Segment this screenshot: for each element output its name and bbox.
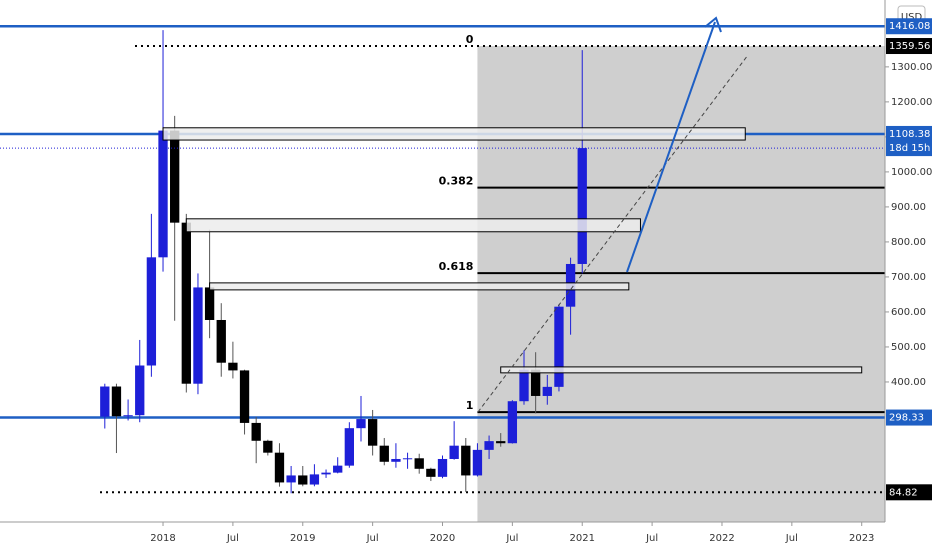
- candle-body: [216, 319, 226, 363]
- arrow-head: [704, 16, 722, 33]
- candle-body: [135, 365, 145, 416]
- price-zone: [185, 218, 641, 233]
- x-tick-label: 2020: [430, 533, 455, 544]
- candle-body: [239, 370, 250, 423]
- candle-body: [146, 257, 157, 366]
- level-label-box: [886, 38, 932, 55]
- level-label-box: [886, 484, 932, 501]
- candle-body: [496, 441, 506, 444]
- trend-line: [477, 54, 749, 413]
- y-tick-label: 600.00: [891, 307, 926, 318]
- y-tick-label: 1300.00: [891, 62, 932, 73]
- fib-label: 0.618: [439, 260, 474, 273]
- level-label: 84.82: [889, 487, 918, 498]
- level-label: 298.33: [889, 413, 924, 424]
- candle-body: [193, 287, 203, 384]
- y-tick-label: 1200.00: [891, 97, 932, 108]
- projection-arrow: [626, 21, 716, 273]
- x-tick-label: Jul: [785, 533, 798, 544]
- candle-body: [554, 306, 564, 387]
- y-tick-label: 900.00: [891, 202, 926, 213]
- plot-area: 0 0.382 0.618 1: [0, 24, 885, 523]
- candle-body: [531, 369, 541, 396]
- candle-body: [542, 386, 552, 396]
- candle-body: [507, 401, 518, 444]
- candle-body: [414, 458, 424, 469]
- y-tick-label: 500.00: [891, 342, 926, 353]
- candle-body: [472, 449, 483, 476]
- candle-body: [181, 222, 191, 384]
- candle-body: [367, 419, 378, 446]
- candle-body: [426, 468, 436, 477]
- candle-body: [123, 415, 133, 417]
- candle-body: [333, 465, 343, 473]
- fib-label: 0: [466, 33, 474, 46]
- level-label-box: [886, 18, 932, 35]
- candle-body: [274, 452, 285, 483]
- currency-label: USD: [901, 12, 923, 23]
- candle-body: [309, 474, 320, 485]
- x-tick-label: 2018: [150, 533, 175, 544]
- candle-body: [263, 440, 273, 453]
- candle-body: [251, 422, 261, 441]
- candle-body: [484, 441, 494, 450]
- candle-body: [321, 472, 331, 475]
- candle-body: [286, 475, 296, 483]
- candle-body: [356, 419, 366, 429]
- level-label-box: [886, 125, 932, 142]
- candle-body: [344, 428, 354, 466]
- fib-label: 1: [466, 399, 474, 412]
- candle-body: [577, 148, 587, 264]
- candle-body: [461, 445, 471, 476]
- x-tick-label: 2021: [570, 533, 595, 544]
- candle-body: [437, 458, 448, 477]
- x-tick-label: Jul: [366, 533, 379, 544]
- x-tick-label: 2019: [290, 533, 315, 544]
- price-zone: [209, 282, 630, 291]
- x-tick-label: Jul: [505, 533, 518, 544]
- level-label: 1416.08: [889, 21, 930, 32]
- y-tick-label: 700.00: [891, 272, 926, 283]
- y-tick-label: 400.00: [891, 377, 926, 388]
- candle-body: [204, 287, 215, 320]
- x-tick-label: Jul: [226, 533, 239, 544]
- x-tick-label: 2022: [709, 533, 734, 544]
- candle-body: [170, 130, 180, 223]
- price-zone: [162, 127, 746, 141]
- x-tick-label: Jul: [645, 533, 658, 544]
- candle-body: [228, 362, 238, 371]
- candle-body: [158, 130, 168, 258]
- candle-body: [402, 458, 413, 460]
- level-label: 1359.56: [889, 41, 930, 52]
- y-tick-label: 1000.00: [891, 167, 932, 178]
- candle-body: [449, 445, 459, 459]
- candle-body: [100, 386, 110, 417]
- countdown-label-box: [886, 140, 932, 157]
- fib-label: 0.382: [439, 175, 474, 188]
- countdown-label: 18d 15h: [889, 143, 930, 154]
- price-zone: [500, 366, 863, 374]
- candle-body: [111, 386, 122, 417]
- candle-body: [391, 458, 401, 462]
- level-label-box: [886, 409, 932, 426]
- level-label: 1108.38: [889, 129, 930, 140]
- candle-body: [379, 445, 389, 462]
- y-tick-label: 800.00: [891, 237, 926, 248]
- candle-body: [519, 369, 529, 402]
- candle-body: [298, 475, 308, 485]
- x-tick-label: 2023: [849, 533, 874, 544]
